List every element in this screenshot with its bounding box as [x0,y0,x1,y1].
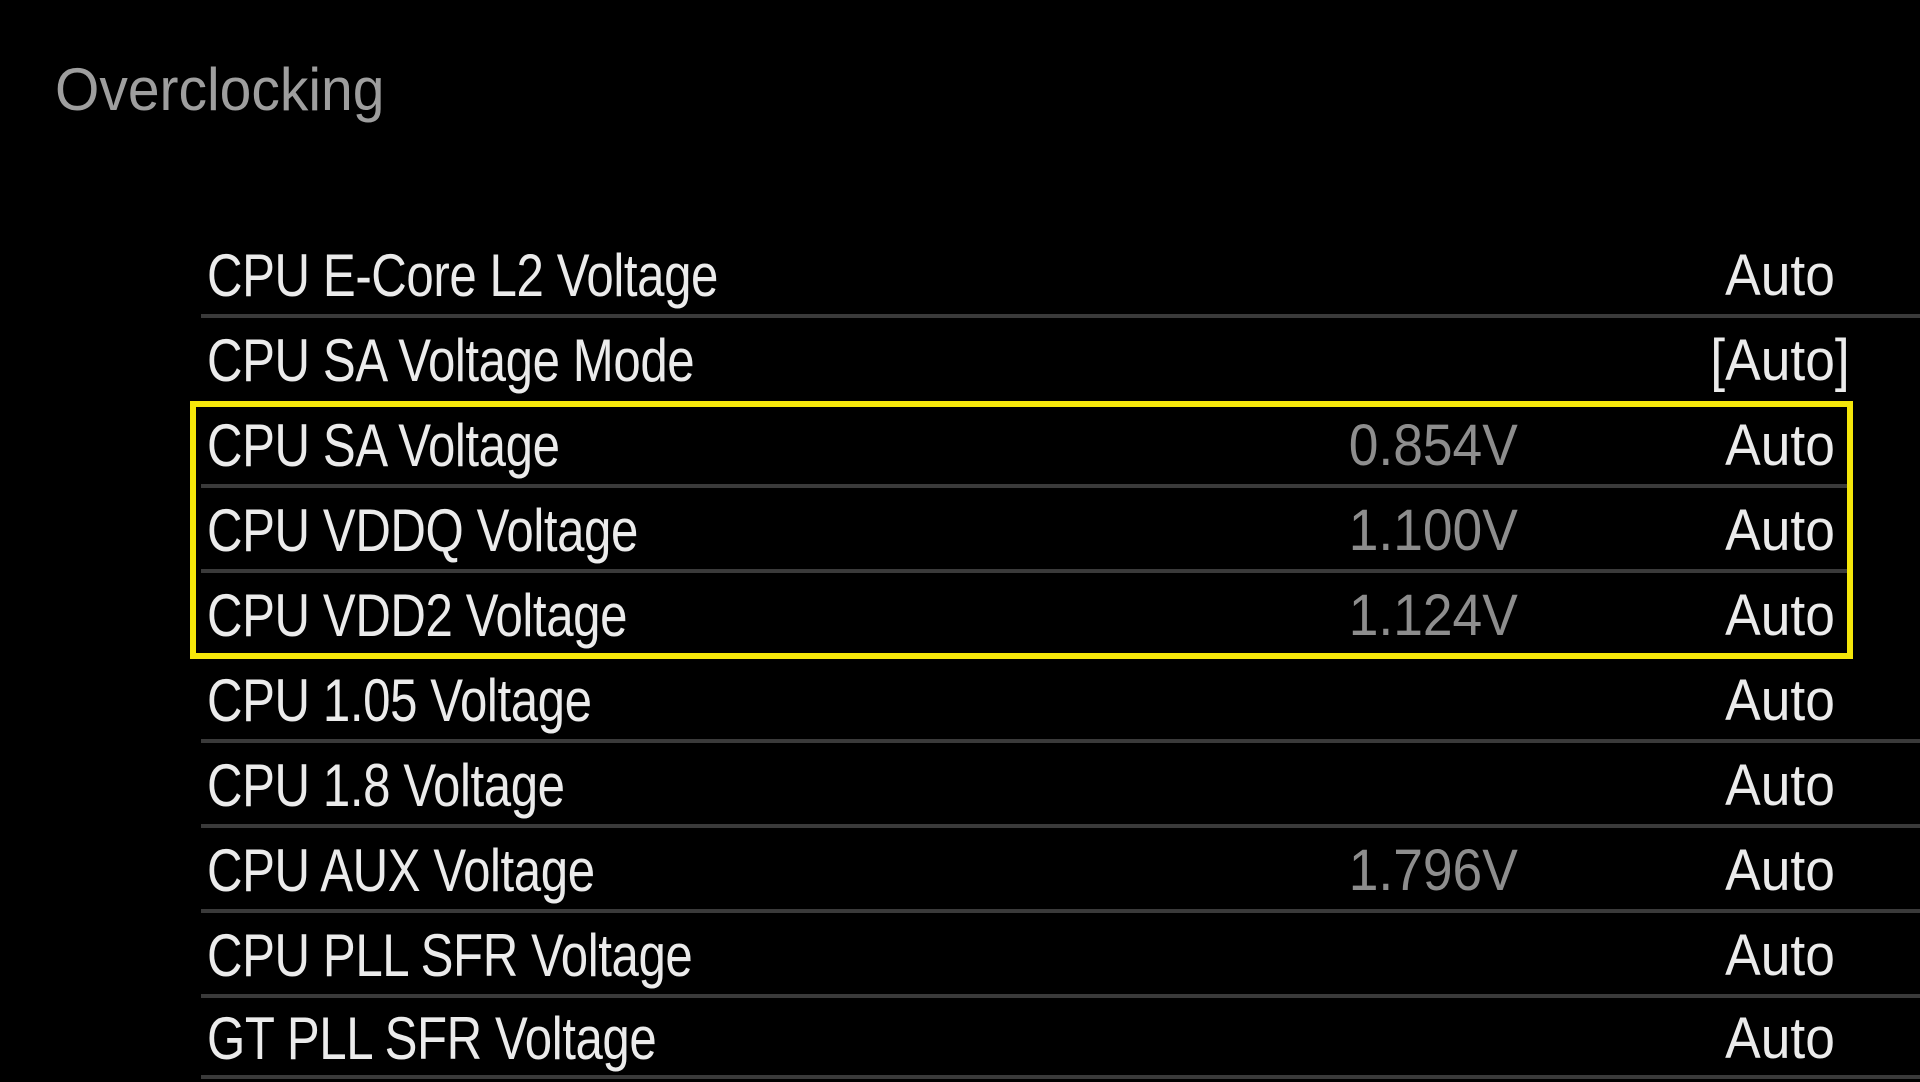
setting-row[interactable]: CPU 1.8 Voltage Auto [0,743,1920,828]
setting-label: CPU 1.05 Voltage [207,666,592,734]
row-separator [201,484,1848,488]
row-separator [201,994,1920,998]
setting-value[interactable]: Auto [1725,1005,1835,1071]
setting-value[interactable]: Auto [1725,412,1835,478]
row-separator [201,739,1920,743]
setting-label: CPU VDDQ Voltage [207,496,638,564]
setting-value[interactable]: Auto [1725,497,1835,563]
row-separator [201,314,1920,318]
page-title: Overclocking [55,56,385,123]
setting-value[interactable]: Auto [1725,242,1835,308]
setting-live-value: 1.100V [1348,497,1518,563]
setting-label: CPU AUX Voltage [207,836,595,904]
row-separator [201,824,1920,828]
setting-row[interactable]: GT PLL SFR Voltage Auto [0,998,1920,1079]
setting-live-value: 1.124V [1348,582,1518,648]
setting-row[interactable]: CPU SA Voltage 0.854V Auto [0,403,1920,488]
setting-row[interactable]: CPU 1.05 Voltage Auto [0,658,1920,743]
setting-row[interactable]: CPU E-Core L2 Voltage Auto [0,233,1920,318]
setting-value[interactable]: Auto [1725,922,1835,988]
setting-label: CPU VDD2 Voltage [207,581,628,649]
setting-value[interactable]: [Auto] [1710,327,1850,393]
setting-label: CPU PLL SFR Voltage [207,921,693,989]
setting-row[interactable]: CPU VDDQ Voltage 1.100V Auto [0,488,1920,573]
row-separator [201,909,1920,913]
setting-value[interactable]: Auto [1725,837,1835,903]
setting-label: CPU SA Voltage [207,411,560,479]
setting-live-value: 1.796V [1348,837,1518,903]
row-separator [201,569,1848,573]
setting-row[interactable]: CPU PLL SFR Voltage Auto [0,913,1920,998]
setting-label: CPU SA Voltage Mode [207,326,695,394]
setting-row[interactable]: CPU VDD2 Voltage 1.124V Auto [0,573,1920,658]
setting-label: CPU 1.8 Voltage [207,751,565,819]
row-separator [201,1075,1920,1079]
setting-label: CPU E-Core L2 Voltage [207,241,719,309]
setting-live-value: 0.854V [1348,412,1518,478]
setting-row[interactable]: CPU AUX Voltage 1.796V Auto [0,828,1920,913]
setting-label: GT PLL SFR Voltage [207,1004,657,1072]
setting-value[interactable]: Auto [1725,667,1835,733]
setting-value[interactable]: Auto [1725,582,1835,648]
setting-value[interactable]: Auto [1725,752,1835,818]
setting-row[interactable]: CPU SA Voltage Mode [Auto] [0,318,1920,403]
